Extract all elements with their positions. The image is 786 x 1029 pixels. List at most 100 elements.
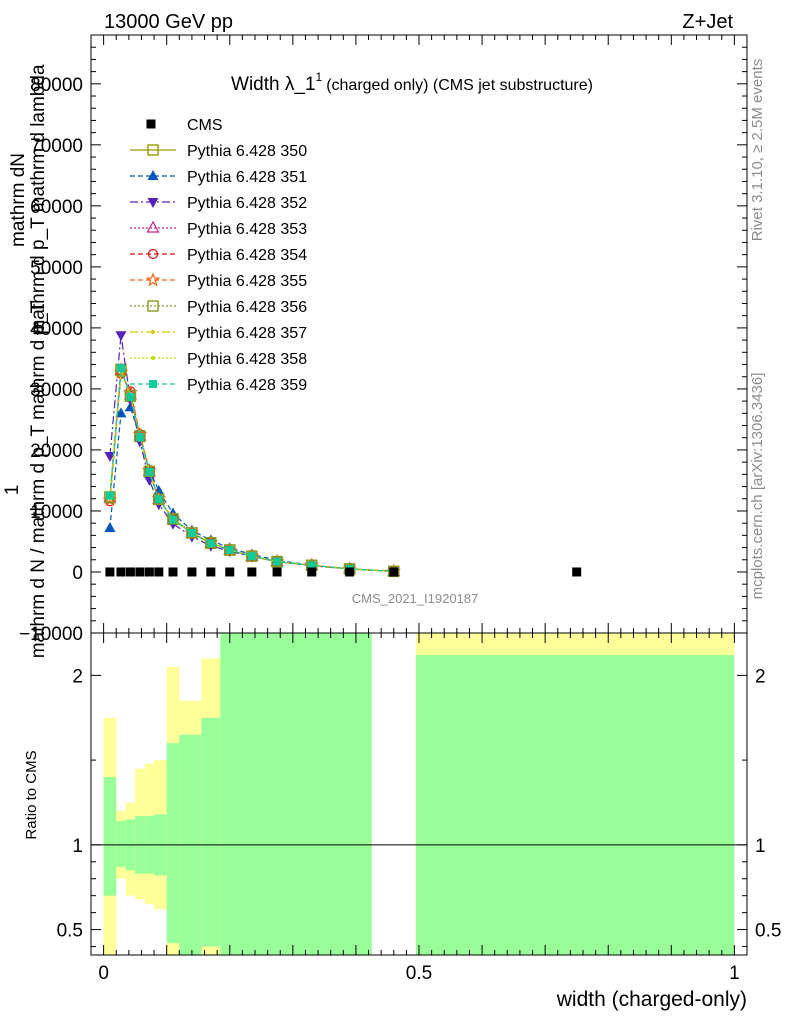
cms-data-point <box>307 567 317 577</box>
cms-data-point <box>187 567 197 577</box>
ratio-ylabel: Ratio to CMS <box>23 750 40 839</box>
legend-label-352: Pythia 6.428 352 <box>187 195 307 212</box>
main-ytick-label: 50000 <box>30 258 83 279</box>
main-ylabel-line-1: mathrm dN <box>8 153 29 247</box>
legend-label-353: Pythia 6.428 353 <box>187 221 307 238</box>
series-point-359 <box>307 561 316 570</box>
header-left-label: 13000 GeV pp <box>104 11 233 33</box>
cms-data-point <box>272 567 282 577</box>
main-ytick-label: 80000 <box>30 75 83 96</box>
main-ytick-label: 20000 <box>30 441 83 462</box>
legend-marker-356 <box>147 300 159 312</box>
legend-marker-354 <box>147 248 159 260</box>
ratio-green-band-6 <box>166 743 180 944</box>
main-ytick-label: −10000 <box>19 624 83 645</box>
ratio-green-band-10 <box>415 655 735 955</box>
legend-marker-355 <box>145 272 161 287</box>
chart-title-rest: (charged only) (CMS jet substructure) <box>326 77 593 94</box>
series-point-359 <box>169 515 177 524</box>
legend-label-cms: CMS <box>187 117 223 134</box>
ratio-green-band-9 <box>220 633 372 955</box>
cms-data-point <box>247 567 257 577</box>
main-ylabel: mathrm dN mathrm d p_T mathrm d lambda 1… <box>2 64 49 658</box>
ratio-ytick-label: 1 <box>72 836 83 857</box>
series-point-356 <box>224 544 236 556</box>
ratio-xtick-label: 1 <box>729 963 740 984</box>
main-ytick-label: 30000 <box>30 380 83 401</box>
series-point-356 <box>205 536 217 549</box>
cms-data-point <box>125 567 135 577</box>
series-point-351 <box>115 407 127 418</box>
header-right-label: Z+Jet <box>682 11 733 33</box>
legend-marker-352 <box>147 198 159 208</box>
legend-label-354: Pythia 6.428 354 <box>187 247 307 264</box>
series-point-359 <box>247 552 256 561</box>
analysis-watermark: CMS_2021_I1920187 <box>352 591 479 606</box>
series-point-359 <box>145 467 154 476</box>
series-point-356 <box>186 527 198 539</box>
main-ytick-label: 10000 <box>30 502 83 523</box>
ratio-ytick-label-right: 0.5 <box>755 921 781 942</box>
cms-data-point <box>116 567 126 577</box>
main-ytick-label: 0 <box>72 563 83 584</box>
cms-data-point <box>206 567 216 577</box>
series-point-359 <box>273 557 282 566</box>
legend-label-356: Pythia 6.428 356 <box>187 299 307 316</box>
legend-label-355: Pythia 6.428 355 <box>187 273 307 290</box>
x-axis-label: width (charged-only) <box>556 988 747 1011</box>
legend-label-359: Pythia 6.428 359 <box>187 377 307 394</box>
series-point-356 <box>246 550 258 562</box>
series-point-359 <box>105 491 114 500</box>
ratio-ytick-label: 2 <box>72 666 83 687</box>
series-point-359 <box>206 539 215 548</box>
ratio-ytick-label: 0.5 <box>57 921 83 942</box>
series-point-352 <box>115 331 127 342</box>
legend-marker-353 <box>146 220 160 233</box>
series-point-359 <box>116 364 125 373</box>
series-point-359 <box>154 495 163 504</box>
main-ytick-label: 70000 <box>30 136 83 157</box>
series-point-356 <box>167 513 179 525</box>
main-ytick-label: 60000 <box>30 197 83 218</box>
chart-title: Width λ_11 (charged only) (CMS jet substr… <box>231 70 593 95</box>
main-panel: −10000 0 10000 20000 30000 40000 50000 60000 700… <box>19 34 748 645</box>
cms-data-point <box>168 567 178 577</box>
legend-marker-350 <box>147 144 159 156</box>
series-point-356 <box>153 493 165 506</box>
ratio-green-band-8 <box>201 717 221 947</box>
legend-label-357: Pythia 6.428 357 <box>187 325 307 342</box>
ratio-panel: 0 0.5 1 0.5 0.5 1 1 2 2 <box>57 632 781 984</box>
series-point-359 <box>225 546 234 555</box>
series-line-352 <box>109 335 394 572</box>
chart-title-sup: 1 <box>316 70 323 84</box>
series-point-359 <box>187 528 196 537</box>
legend-marker-358 <box>151 356 155 360</box>
legend-label-350: Pythia 6.428 350 <box>187 143 307 160</box>
legend-label-351: Pythia 6.428 351 <box>187 169 307 186</box>
series-point-359 <box>135 433 144 442</box>
cms-data-point <box>105 567 115 577</box>
main-ylabel-line-2: mathrm d p_T mathrm d lambda <box>28 64 49 335</box>
ratio-ytick-label-right: 1 <box>755 836 766 857</box>
ratio-green-band-1 <box>116 821 126 867</box>
legend-marker-357 <box>151 330 155 334</box>
ratio-ytick-label-right: 2 <box>755 666 766 687</box>
series-point-356 <box>143 465 156 477</box>
cms-data-point <box>225 567 235 577</box>
legend-marker-351 <box>147 170 159 180</box>
chart-title-main: Width λ_1 <box>231 74 315 95</box>
mcplots-label: mcplots.cern.ch [arXiv:1306.3436] <box>749 373 766 600</box>
cms-data-point <box>154 567 164 577</box>
legend-marker-359 <box>149 380 157 388</box>
ratio-xtick-label: 0 <box>98 963 109 984</box>
main-ylabel-line-4: mathrm d N / mathrm d p_T mathrm d p_T <box>28 301 49 658</box>
cms-data-point <box>572 567 582 577</box>
rivet-label: Rivet 3.1.10, ≥ 2.5M events <box>749 59 766 242</box>
main-ylabel-line-3: 1 <box>2 485 23 496</box>
series-point-352 <box>104 452 116 463</box>
series-point-351 <box>104 522 116 533</box>
ratio-green-band-0 <box>103 777 117 896</box>
main-ytick-label: 40000 <box>30 319 83 340</box>
cms-data-point <box>135 567 145 577</box>
